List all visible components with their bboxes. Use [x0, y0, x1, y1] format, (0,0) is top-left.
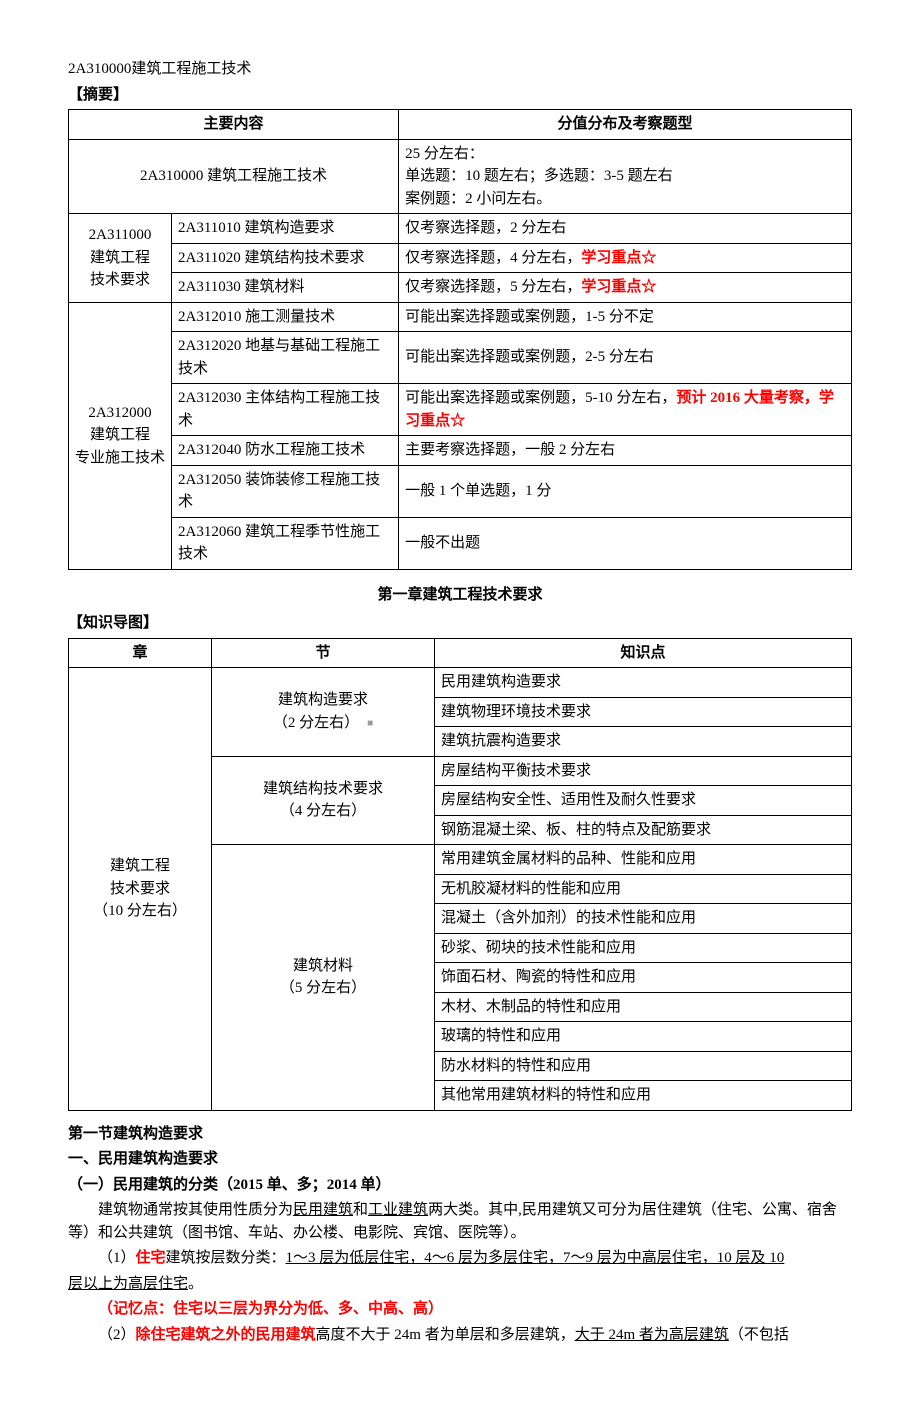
table-row: 建筑工程 技术要求 （10 分左右） 建筑构造要求 （2 分左右）■ 民用建筑构…: [69, 668, 852, 698]
point-cell: 建筑抗震构造要求: [435, 727, 852, 757]
content-cell: 2A312030 主体结构工程施工技术: [172, 384, 399, 436]
sub-heading: （一）民用建筑的分类（2015 单、多；2014 单）: [68, 1174, 852, 1197]
content-cell: 2A312050 装饰装修工程施工技术: [172, 465, 399, 517]
point-cell: 钢筋混凝土梁、板、柱的特点及配筋要求: [435, 815, 852, 845]
body-paragraph: 建筑物通常按其使用性质分为民用建筑和工业建筑两大类。其中,民用建筑又可分为居住建…: [68, 1199, 852, 1244]
text-span: （2）: [98, 1327, 136, 1343]
table-row: 2A311030 建筑材料 仅考察选择题，5 分左右，学习重点☆: [69, 273, 852, 303]
body-paragraph: 层以上为高层住宅。: [68, 1273, 852, 1296]
emphasis-text: 住宅: [136, 1250, 166, 1266]
table-row: 2A312020 地基与基础工程施工技术 可能出案选择题或案例题，2-5 分左右: [69, 332, 852, 384]
point-cell: 防水材料的特性和应用: [435, 1051, 852, 1081]
underline-text: 1～3 层为低层住宅，4～6 层为多层住宅，7～9 层为中高层住宅，10 层及 …: [286, 1250, 785, 1266]
header-score: 分值分布及考察题型: [399, 110, 852, 140]
group-cell: 2A312000 建筑工程 专业施工技术: [69, 302, 172, 569]
section-text: 建筑构造要求 （2 分左右）: [273, 692, 368, 731]
section-cell: 建筑材料 （5 分左右）: [212, 845, 435, 1111]
header-point: 知识点: [435, 638, 852, 668]
point-cell: 房屋结构平衡技术要求: [435, 756, 852, 786]
table-header-row: 章 节 知识点: [69, 638, 852, 668]
abstract-label: 【摘要】: [68, 84, 852, 107]
score-cell: 仅考察选择题，5 分左右，学习重点☆: [399, 273, 852, 303]
text-span: 。: [188, 1276, 203, 1292]
sub-heading: 一、民用建筑构造要求: [68, 1148, 852, 1171]
underline-text: 层以上为高层住宅: [68, 1276, 188, 1292]
point-cell: 砂浆、砌块的技术性能和应用: [435, 933, 852, 963]
memory-note: （记忆点：住宅以三层为界分为低、多、中高、高）: [68, 1298, 852, 1321]
text-span: 建筑按层数分类：: [166, 1250, 286, 1266]
point-cell: 无机胶凝材料的性能和应用: [435, 874, 852, 904]
group-cell: 2A311000 建筑工程 技术要求: [69, 214, 172, 303]
point-cell: 房屋结构安全性、适用性及耐久性要求: [435, 786, 852, 816]
text-span: 建筑物通常按其使用性质分为: [98, 1202, 293, 1218]
section-cell: 建筑构造要求 （2 分左右）■: [212, 668, 435, 757]
content-cell: 2A312060 建筑工程季节性施工技术: [172, 517, 399, 569]
knowledge-table: 章 节 知识点 建筑工程 技术要求 （10 分左右） 建筑构造要求 （2 分左右…: [68, 638, 852, 1111]
point-cell: 玻璃的特性和应用: [435, 1022, 852, 1052]
underline-text: 大于 24m 者为高层建筑: [575, 1327, 729, 1343]
table-header-row: 主要内容 分值分布及考察题型: [69, 110, 852, 140]
text-span: 高度不大于 24m 者为单层和多层建筑，: [316, 1327, 575, 1343]
table-row: 2A312030 主体结构工程施工技术 可能出案选择题或案例题，5-10 分左右…: [69, 384, 852, 436]
score-cell: 仅考察选择题，2 分左右: [399, 214, 852, 244]
heading-note: （2015 单、多；2014 单）: [218, 1177, 391, 1193]
score-cell: 可能出案选择题或案例题，1-5 分不定: [399, 302, 852, 332]
table-row: 2A312040 防水工程施工技术 主要考察选择题，一般 2 分左右: [69, 436, 852, 466]
doc-code: 2A310000建筑工程施工技术: [68, 58, 852, 81]
section-heading: 第一节建筑构造要求: [68, 1123, 852, 1146]
score-cell: 仅考察选择题，4 分左右，学习重点☆: [399, 243, 852, 273]
point-cell: 混凝土（含外加剂）的技术性能和应用: [435, 904, 852, 934]
text-span: （1）: [98, 1250, 136, 1266]
score-cell: 可能出案选择题或案例题，5-10 分左右，预计 2016 大量考察，学习重点☆: [399, 384, 852, 436]
score-cell: 可能出案选择题或案例题，2-5 分左右: [399, 332, 852, 384]
score-cell: 主要考察选择题，一般 2 分左右: [399, 436, 852, 466]
point-cell: 其他常用建筑材料的特性和应用: [435, 1081, 852, 1111]
point-cell: 木材、木制品的特性和应用: [435, 992, 852, 1022]
marker-icon: ■: [359, 718, 373, 729]
summary-table: 主要内容 分值分布及考察题型 2A310000 建筑工程施工技术 25 分左右：…: [68, 109, 852, 570]
score-text: 仅考察选择题，4 分左右，: [405, 250, 581, 266]
point-cell: 建筑物理环境技术要求: [435, 697, 852, 727]
content-cell: 2A311030 建筑材料: [172, 273, 399, 303]
chapter-cell: 建筑工程 技术要求 （10 分左右）: [69, 668, 212, 1111]
underline-text: 工业建筑: [368, 1202, 428, 1218]
score-text: 可能出案选择题或案例题，5-10 分左右，: [405, 390, 676, 406]
heading-text: （一）民用建筑的分类: [68, 1177, 218, 1193]
underline-text: 民用建筑: [293, 1202, 353, 1218]
content-cell: 2A311010 建筑构造要求: [172, 214, 399, 244]
content-cell: 2A312020 地基与基础工程施工技术: [172, 332, 399, 384]
table-row: 2A312060 建筑工程季节性施工技术 一般不出题: [69, 517, 852, 569]
emphasis-text: 学习重点☆: [581, 250, 656, 266]
body-paragraph: （2）除住宅建筑之外的民用建筑高度不大于 24m 者为单层和多层建筑，大于 24…: [68, 1324, 852, 1347]
table-row: 2A311020 建筑结构技术要求 仅考察选择题，4 分左右，学习重点☆: [69, 243, 852, 273]
table-row: 2A311000 建筑工程 技术要求 2A311010 建筑构造要求 仅考察选择…: [69, 214, 852, 244]
point-cell: 饰面石材、陶瓷的特性和应用: [435, 963, 852, 993]
body-paragraph: （1）住宅建筑按层数分类：1～3 层为低层住宅，4～6 层为多层住宅，7～9 层…: [68, 1247, 852, 1270]
chapter-title: 第一章建筑工程技术要求: [68, 584, 852, 607]
text-span: （不包括: [729, 1327, 789, 1343]
emphasis-text: 除住宅建筑之外的民用建筑: [136, 1327, 316, 1343]
section-cell: 建筑结构技术要求 （4 分左右）: [212, 756, 435, 845]
score-text: 仅考察选择题，5 分左右，: [405, 279, 581, 295]
score-cell: 一般 1 个单选题，1 分: [399, 465, 852, 517]
point-cell: 常用建筑金属材料的品种、性能和应用: [435, 845, 852, 875]
content-cell: 2A312040 防水工程施工技术: [172, 436, 399, 466]
header-section: 节: [212, 638, 435, 668]
point-cell: 民用建筑构造要求: [435, 668, 852, 698]
diagram-label: 【知识导图】: [68, 612, 852, 635]
emphasis-text: 学习重点☆: [581, 279, 656, 295]
table-row: 2A312000 建筑工程 专业施工技术 2A312010 施工测量技术 可能出…: [69, 302, 852, 332]
header-content: 主要内容: [69, 110, 399, 140]
content-cell: 2A312010 施工测量技术: [172, 302, 399, 332]
main-score-cell: 25 分左右： 单选题：10 题左右；多选题：3-5 题左右 案例题：2 小问左…: [399, 139, 852, 214]
table-row: 2A312050 装饰装修工程施工技术 一般 1 个单选题，1 分: [69, 465, 852, 517]
header-chapter: 章: [69, 638, 212, 668]
table-row: 2A310000 建筑工程施工技术 25 分左右： 单选题：10 题左右；多选题…: [69, 139, 852, 214]
main-content-cell: 2A310000 建筑工程施工技术: [69, 139, 399, 214]
score-cell: 一般不出题: [399, 517, 852, 569]
text-span: 和: [353, 1202, 368, 1218]
content-cell: 2A311020 建筑结构技术要求: [172, 243, 399, 273]
